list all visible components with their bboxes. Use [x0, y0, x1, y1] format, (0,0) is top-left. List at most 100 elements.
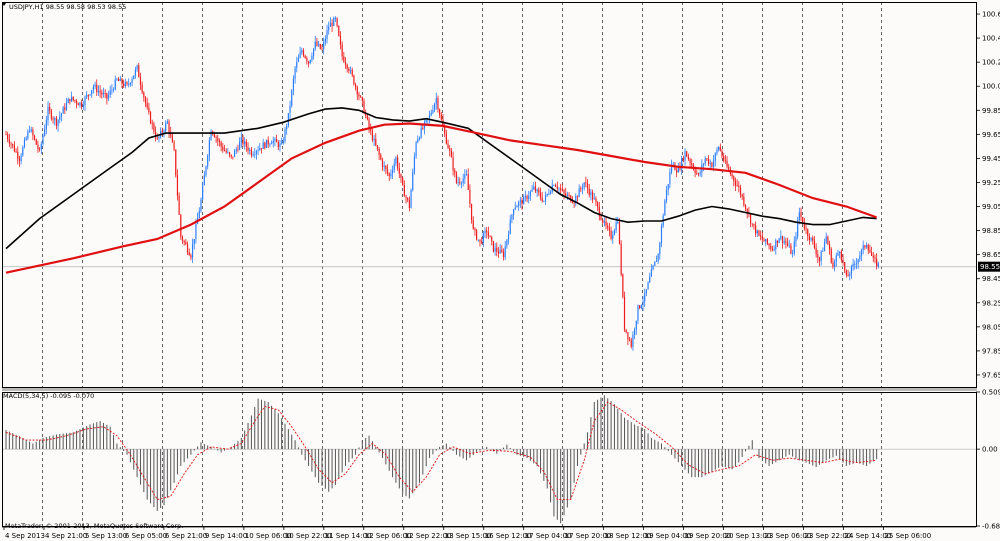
candle-body	[287, 113, 289, 126]
y-tick-label: 99.05	[982, 203, 1000, 211]
candle-body	[282, 141, 284, 143]
candle-body	[28, 131, 31, 133]
candle-body	[716, 149, 718, 154]
macd-header: MACD(5,34,5) -0.095 -0.070	[3, 392, 94, 400]
candle-body	[333, 18, 335, 26]
candle-body	[349, 69, 352, 71]
candle-body	[591, 192, 594, 200]
candle-body	[121, 78, 123, 85]
candle-body	[699, 172, 701, 175]
candle-body	[790, 245, 792, 254]
candle-body	[255, 151, 258, 154]
candle-body	[766, 239, 768, 244]
candle-body	[168, 121, 170, 133]
candle-body	[684, 151, 686, 161]
candle-body	[124, 82, 126, 87]
candle-body	[395, 157, 397, 164]
candle-body	[348, 68, 350, 71]
candle-body	[802, 216, 804, 224]
candle-body	[341, 44, 343, 57]
candle-body	[91, 90, 93, 95]
candle-body	[800, 212, 802, 217]
panel-separator	[2, 388, 977, 391]
x-tick-label: 20 Sep 13:00	[725, 532, 772, 540]
dropdown-icon[interactable]	[2, 3, 6, 6]
candle-body	[257, 150, 259, 152]
candle-body	[487, 232, 489, 236]
candle-body	[193, 239, 195, 245]
candle-body	[494, 247, 496, 252]
candle-body	[13, 145, 16, 152]
candle-body	[149, 112, 152, 124]
candle-body	[588, 188, 590, 195]
candle-body	[820, 251, 822, 261]
candle-body	[176, 175, 179, 196]
candle-body	[274, 139, 276, 141]
candle-body	[220, 142, 222, 147]
candle-body	[474, 228, 476, 231]
candle-body	[815, 247, 817, 255]
candle-body	[565, 193, 567, 196]
candle-body	[514, 207, 516, 210]
candle-body	[180, 214, 182, 237]
candle-body	[218, 140, 221, 143]
candle-body	[30, 129, 32, 132]
candle-body	[228, 152, 231, 155]
candle-body	[618, 222, 621, 244]
candle-body	[106, 93, 108, 99]
x-tick-label: 9 Sep 14:00	[205, 532, 247, 540]
candle-body	[244, 141, 246, 145]
candle-body	[336, 17, 338, 27]
candle-body	[773, 249, 775, 251]
candle-body	[620, 243, 622, 275]
candle-body	[35, 139, 37, 145]
candle-body	[417, 139, 419, 143]
candle-body	[635, 320, 637, 330]
candle-body	[247, 146, 249, 151]
candle-body	[307, 61, 310, 64]
y-tick-label: 100.05	[982, 83, 1000, 91]
candle-body	[321, 48, 323, 50]
candle-body	[74, 100, 76, 101]
candle-body	[286, 125, 288, 130]
candle-body	[657, 254, 659, 262]
candle-body	[496, 247, 498, 252]
candle-body	[709, 162, 711, 164]
candle-body	[556, 186, 558, 189]
candle-body	[109, 90, 111, 95]
candle-body	[363, 100, 365, 114]
candle-body	[798, 212, 800, 221]
candle-body	[484, 230, 486, 234]
candle-body	[536, 189, 538, 192]
candle-body	[543, 200, 545, 202]
candle-body	[250, 149, 252, 156]
candle-body	[647, 282, 649, 290]
candle-body	[407, 197, 409, 201]
candle-body	[518, 202, 520, 207]
candle-body	[148, 107, 150, 113]
candle-body	[828, 244, 831, 250]
candle-body	[371, 130, 374, 141]
x-tick-label: 16 Sep 12:00	[485, 532, 532, 540]
candle-body	[477, 239, 479, 241]
candle-body	[20, 155, 22, 162]
x-tick-label: 18 Sep 12:00	[605, 532, 652, 540]
candle-body	[398, 168, 400, 174]
candle-body	[645, 289, 647, 294]
candle-body	[612, 234, 614, 239]
candle-body	[365, 113, 367, 116]
candle-body	[47, 106, 49, 121]
candle-body	[225, 150, 227, 153]
candle-body	[492, 240, 495, 252]
candle-body	[89, 94, 91, 96]
candle-body	[467, 174, 469, 190]
candle-body	[118, 78, 120, 82]
candle-body	[222, 146, 224, 151]
candle-body	[531, 189, 533, 192]
candle-body	[437, 98, 439, 110]
candle-body	[660, 226, 663, 243]
candle-body	[506, 239, 508, 247]
candle-body	[380, 154, 382, 160]
